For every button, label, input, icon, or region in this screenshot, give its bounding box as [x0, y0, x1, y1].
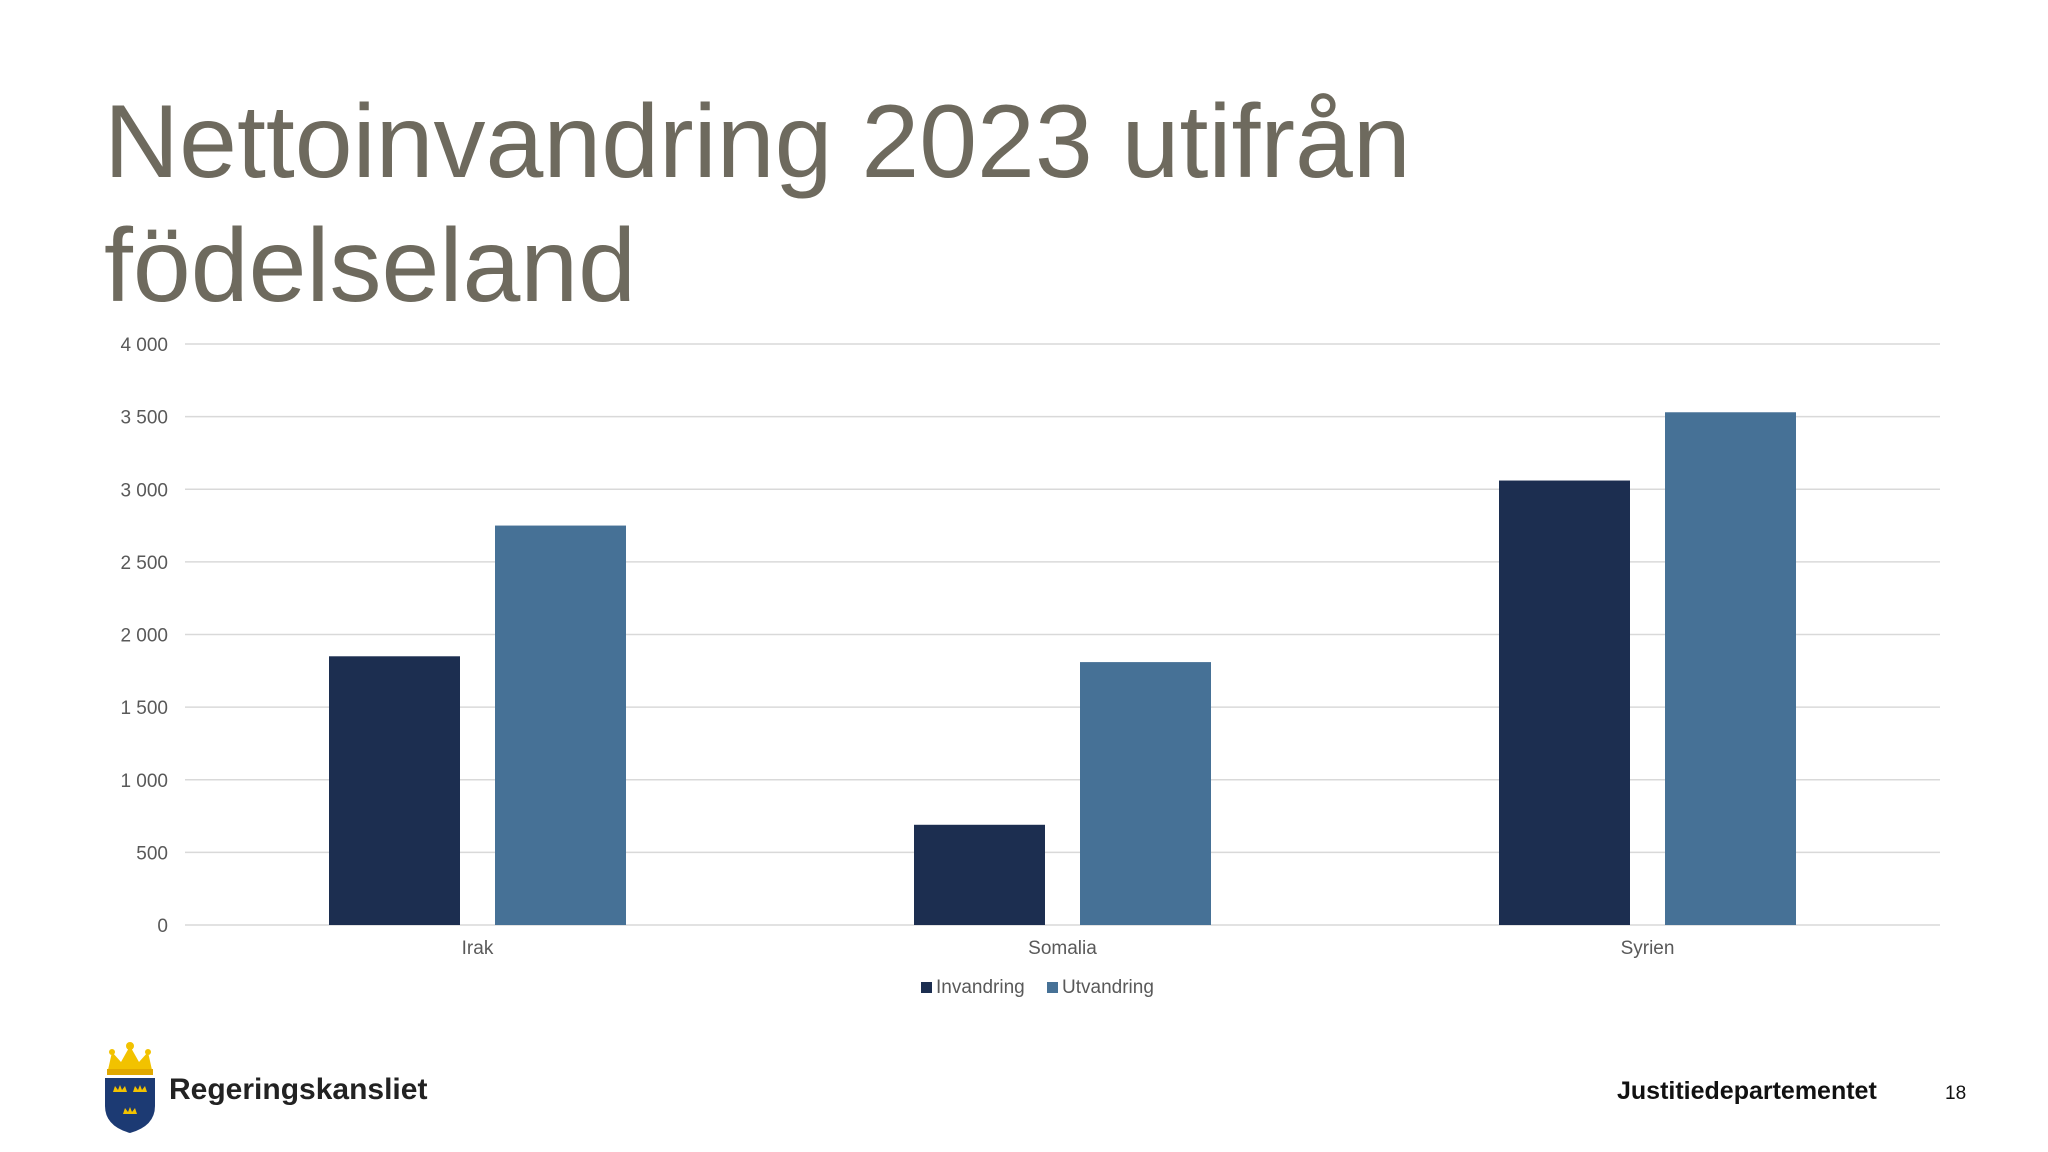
legend-swatch-invandring	[921, 982, 932, 993]
bar-utvandring-irak	[495, 526, 626, 925]
x-category-label: Syrien	[1621, 938, 1675, 959]
bar-invandring-syrien	[1499, 481, 1630, 925]
x-category-label: Irak	[462, 938, 494, 959]
legend-swatch-utvandring	[1047, 982, 1058, 993]
y-tick-label: 2 000	[120, 626, 168, 647]
x-category-label: Somalia	[1028, 938, 1097, 959]
y-tick-label: 0	[157, 916, 168, 937]
legend-label-invandring: Invandring	[936, 977, 1025, 998]
y-tick-label: 3 500	[120, 408, 168, 429]
crown-shield-logo	[102, 1040, 158, 1134]
y-tick-label: 3 000	[120, 480, 168, 501]
x-axis-category-labels: Irak Somalia Syrien	[462, 938, 1675, 959]
page-number: 18	[1945, 1083, 1966, 1105]
bar-utvandring-syrien	[1665, 412, 1796, 925]
y-tick-label: 2 500	[120, 553, 168, 574]
y-axis-tick-labels: 0 500 1 000 1 500 2 000 2 500 3 000 3 500 4 000	[120, 335, 168, 937]
legend: Invandring Utvandring	[921, 977, 1154, 998]
bar-utvandring-somalia	[1080, 662, 1211, 925]
y-tick-label: 1 500	[120, 698, 168, 719]
bar-invandring-somalia	[914, 825, 1045, 925]
department-name: Justitiedepartementet	[1617, 1077, 1877, 1106]
legend-label-utvandring: Utvandring	[1062, 977, 1154, 998]
y-tick-label: 500	[136, 843, 168, 864]
bar-invandring-irak	[329, 656, 460, 925]
organization-name: Regeringskansliet	[169, 1073, 427, 1107]
y-tick-label: 1 000	[120, 771, 168, 792]
y-tick-label: 4 000	[120, 335, 168, 356]
